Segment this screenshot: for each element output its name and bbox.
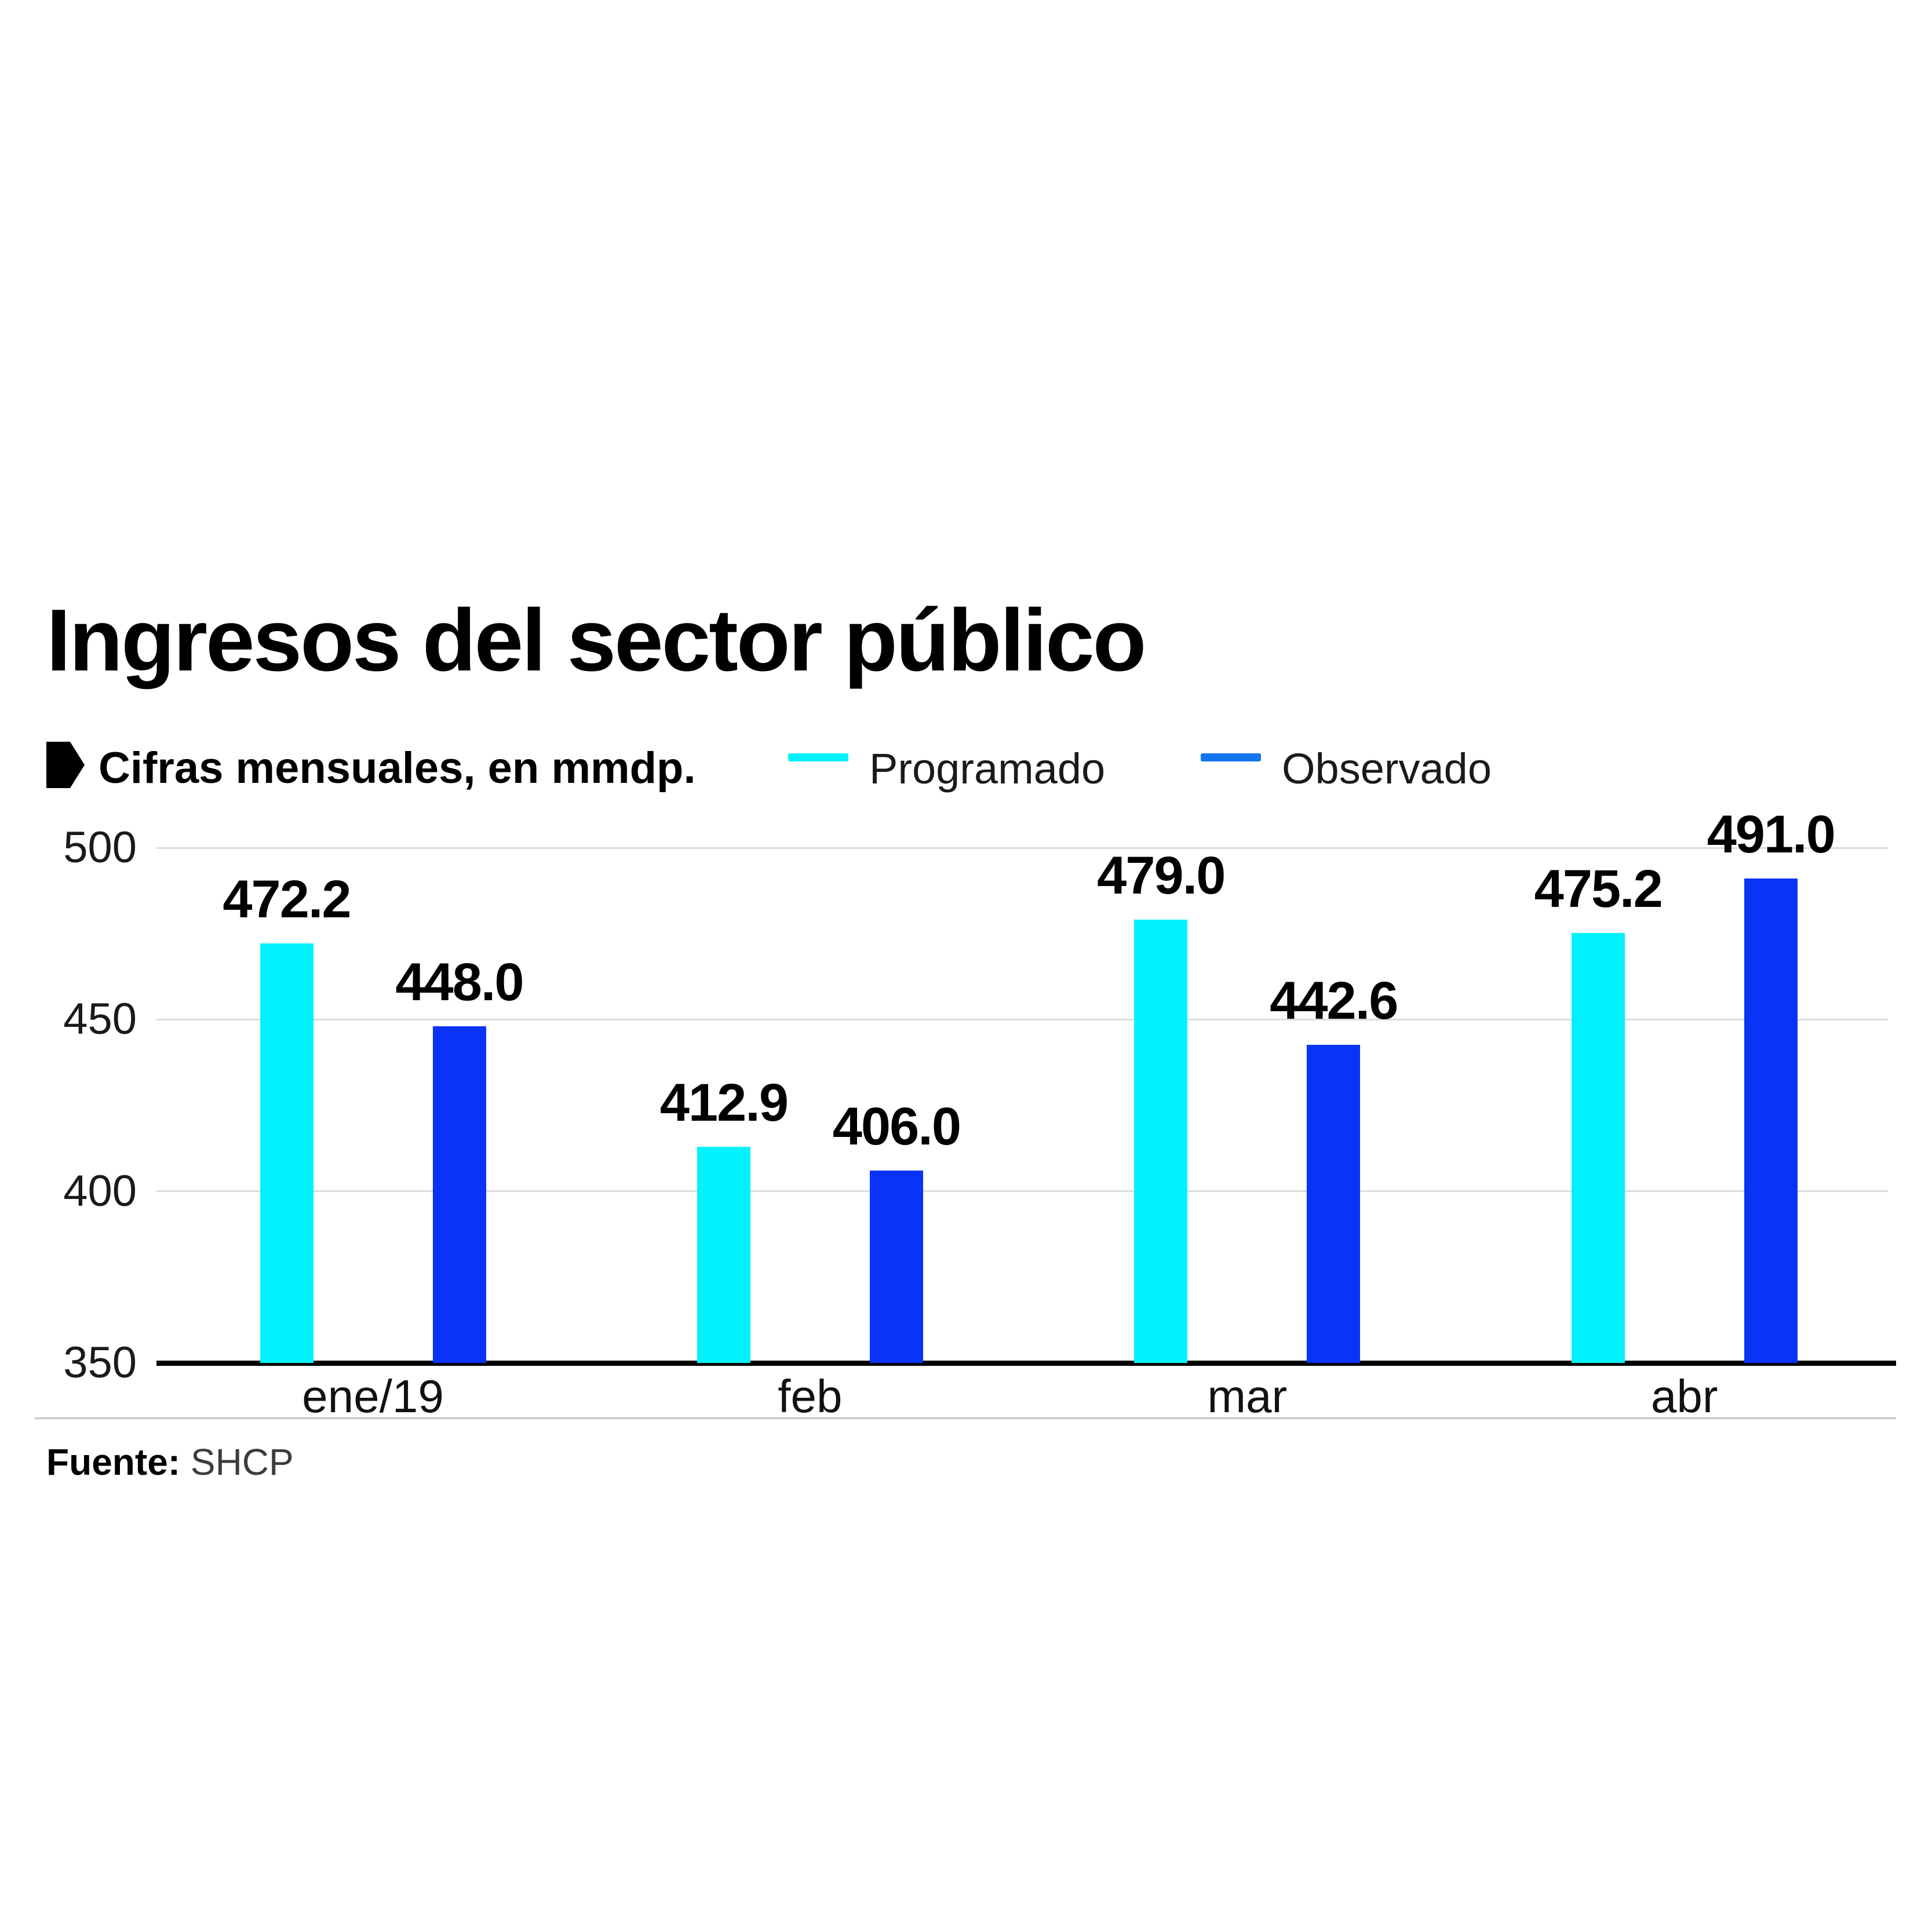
x-tick-label-feb: feb xyxy=(778,1370,843,1422)
bar-programado-abr xyxy=(1571,932,1625,1363)
bar-value-label-programado-mar: 479.0 xyxy=(1097,846,1226,906)
gridline-450 xyxy=(156,1018,1888,1020)
gridline-500 xyxy=(156,847,1888,849)
legend-swatch-programado xyxy=(788,753,848,761)
bar-programado-feb xyxy=(697,1147,750,1363)
y-tick-label-400: 400 xyxy=(63,1166,137,1216)
bar-value-label-observado-mar: 442.6 xyxy=(1270,971,1398,1031)
bar-value-label-programado-ene-19: 472.2 xyxy=(223,869,351,929)
bar-value-label-observado-abr: 491.0 xyxy=(1707,805,1836,865)
bar-programado-ene-19 xyxy=(260,943,314,1363)
x-axis-line xyxy=(156,1361,1896,1366)
x-tick-label-ene-19: ene/19 xyxy=(302,1370,444,1422)
source-note: Fuente: SHCP xyxy=(46,1441,294,1483)
gridline-400 xyxy=(156,1190,1888,1193)
bar-value-label-observado-ene-19: 448.0 xyxy=(395,953,524,1012)
bar-observado-mar xyxy=(1307,1045,1361,1363)
x-tick-label-mar: mar xyxy=(1207,1370,1288,1422)
bar-value-label-programado-feb: 412.9 xyxy=(659,1073,789,1133)
legend-label-programado: Programado xyxy=(869,745,1106,793)
bar-observado-ene-19 xyxy=(432,1026,486,1363)
chart-title: Ingresos del sector público xyxy=(46,591,1146,690)
footer-separator xyxy=(35,1417,1896,1419)
chart-subtitle: Cifras mensuales, en mmdp. xyxy=(99,743,696,793)
bar-programado-mar xyxy=(1134,920,1188,1363)
source-value: SHCP xyxy=(190,1441,294,1483)
bar-value-label-observado-feb: 406.0 xyxy=(832,1097,961,1157)
bar-observado-abr xyxy=(1744,878,1798,1363)
bar-observado-feb xyxy=(869,1171,923,1363)
source-label: Fuente: xyxy=(46,1441,181,1483)
legend-swatch-observado xyxy=(1201,753,1261,761)
bar-value-label-programado-abr: 475.2 xyxy=(1534,859,1663,918)
y-tick-label-500: 500 xyxy=(63,823,137,872)
x-tick-label-abr: abr xyxy=(1650,1370,1718,1422)
y-tick-label-350: 350 xyxy=(63,1338,137,1387)
y-tick-label-450: 450 xyxy=(63,994,137,1044)
legend-label-observado: Observado xyxy=(1282,745,1492,793)
